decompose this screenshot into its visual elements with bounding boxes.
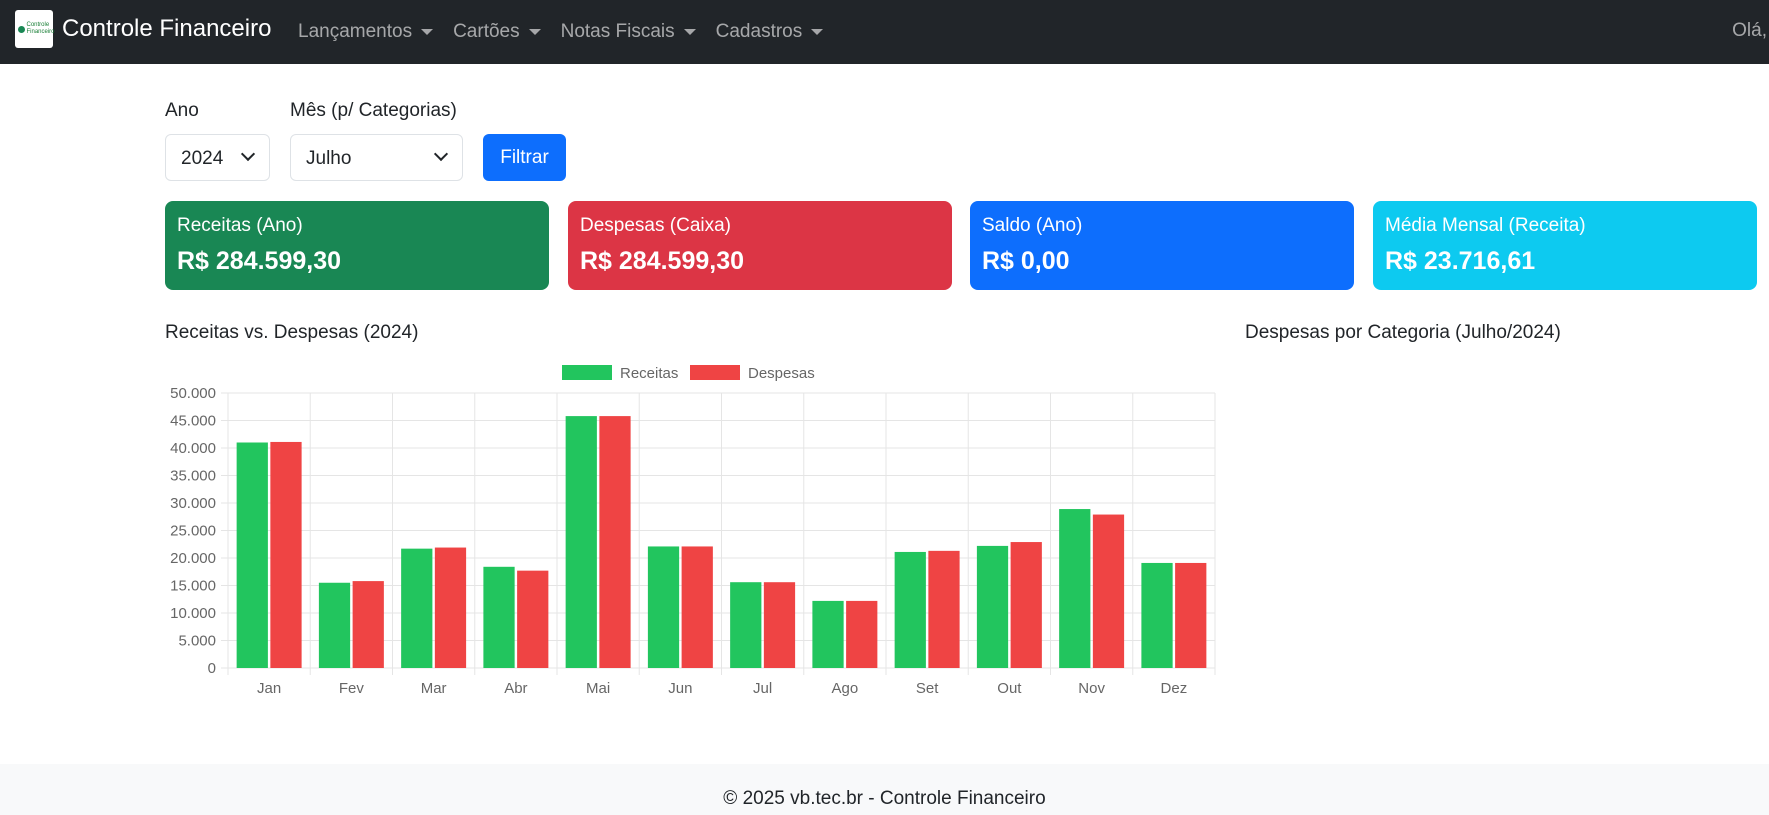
bar-despesas-fev	[352, 581, 384, 668]
x-tick-label: Dez	[1161, 680, 1188, 697]
nav-item-notas-fiscais[interactable]: Notas Fiscais	[561, 21, 696, 43]
x-tick-label: Abr	[504, 680, 527, 697]
chevron-down-icon	[240, 146, 256, 162]
bar-receitas-mar	[401, 548, 433, 668]
card-receitas-ano: Receitas (Ano) R$ 284.599,30	[165, 201, 549, 290]
logo-text: Controle Financeiro	[26, 22, 55, 35]
bar-despesas-set	[928, 550, 960, 668]
bar-despesas-abr	[517, 570, 549, 668]
year-select[interactable]: 2024	[165, 134, 270, 181]
brand-logo[interactable]: Controle Financeiro	[15, 10, 55, 48]
legend-label-receitas: Receitas	[620, 365, 678, 382]
month-select-value: Julho	[306, 148, 352, 169]
year-label: Ano	[165, 100, 199, 121]
y-tick-label: 20.000	[170, 550, 216, 567]
card-value: R$ 284.599,30	[177, 247, 342, 275]
category-chart-title: Despesas por Categoria (Julho/2024)	[1245, 322, 1561, 343]
x-tick-label: Mar	[421, 680, 447, 697]
x-tick-label: Jun	[668, 680, 692, 697]
bar-chart: 0 5.000 10.000 15.000 20.000 25.000 30.000 35.0…	[170, 365, 1216, 697]
nav-item-cartoes[interactable]: Cartões	[453, 21, 541, 43]
month-label: Mês (p/ Categorias)	[290, 100, 457, 121]
card-label: Saldo (Ano)	[982, 215, 1083, 236]
x-tick-label: Nov	[1078, 680, 1105, 697]
x-tick-label: Jan	[257, 680, 281, 697]
y-tick-label: 10.000	[170, 605, 216, 622]
card-media-mensal: Média Mensal (Receita) R$ 23.716,61	[1373, 201, 1757, 290]
caret-down-icon	[683, 29, 696, 35]
card-saldo-ano: Saldo (Ano) R$ 0,00	[970, 201, 1354, 290]
bar-receitas-out	[976, 545, 1009, 668]
legend-swatch-receitas	[562, 365, 612, 380]
nav-item-label: Notas Fiscais	[560, 21, 675, 42]
footer: © 2025 vb.tec.br - Controle Financeiro	[0, 764, 1769, 815]
nav-item-label: Cartões	[453, 21, 520, 42]
bar-despesas-jul	[763, 582, 796, 668]
logo-mark-icon	[17, 25, 25, 33]
caret-down-icon	[528, 29, 541, 35]
bar-despesas-jun	[681, 546, 713, 668]
card-value: R$ 0,00	[982, 247, 1070, 275]
bar-despesas-mai	[599, 416, 631, 668]
y-tick-label: 30.000	[170, 495, 216, 512]
card-label: Média Mensal (Receita)	[1385, 215, 1586, 236]
legend-swatch-despesas	[690, 365, 740, 380]
bar-receitas-dez	[1141, 562, 1173, 668]
nav-item-label: Lançamentos	[298, 21, 413, 42]
user-greeting[interactable]: Olá,	[1732, 20, 1767, 41]
card-label: Receitas (Ano)	[177, 215, 303, 236]
month-select[interactable]: Julho	[290, 134, 463, 181]
bar-despesas-jan	[270, 441, 302, 668]
x-tick-label: Out	[997, 680, 1022, 697]
bar-receitas-set	[894, 551, 926, 668]
bar-despesas-out	[1010, 542, 1042, 668]
card-value: R$ 284.599,30	[580, 247, 745, 275]
x-tick-label: Fev	[339, 680, 365, 697]
bar-receitas-fev	[318, 582, 351, 668]
x-tick-label: Mai	[586, 680, 610, 697]
nav-menu: Lançamentos Cartões Notas Fiscais Cadast…	[298, 0, 843, 64]
y-tick-label: 45.000	[170, 413, 216, 430]
y-tick-label: 50.000	[170, 385, 216, 402]
chevron-down-icon	[433, 146, 449, 162]
x-tick-label: Set	[916, 680, 939, 697]
nav-item-label: Cadastros	[715, 21, 803, 42]
y-tick-label: 15.000	[170, 578, 216, 595]
y-tick-label: 5.000	[178, 633, 216, 650]
navbar: Controle Financeiro Controle Financeiro …	[0, 0, 1769, 64]
bar-receitas-jun	[647, 546, 680, 668]
card-value: R$ 23.716,61	[1385, 247, 1536, 275]
bar-receitas-nov	[1059, 509, 1091, 668]
bar-receitas-mai	[565, 416, 597, 668]
y-tick-label: 35.000	[170, 468, 216, 485]
filter-button[interactable]: Filtrar	[483, 134, 566, 181]
caret-down-icon	[811, 29, 824, 35]
card-label: Despesas (Caixa)	[580, 215, 731, 236]
x-tick-label: Jul	[753, 680, 772, 697]
bar-receitas-jul	[730, 582, 762, 668]
footer-text: © 2025 vb.tec.br - Controle Financeiro	[723, 788, 1046, 809]
bar-despesas-mar	[434, 547, 467, 668]
caret-down-icon	[421, 29, 434, 35]
bar-receitas-ago	[812, 600, 844, 668]
bar-receitas-abr	[483, 566, 515, 668]
y-tick-label: 40.000	[170, 440, 216, 457]
card-despesas-caixa: Despesas (Caixa) R$ 284.599,30	[568, 201, 952, 290]
x-tick-label: Ago	[832, 680, 859, 697]
brand-title[interactable]: Controle Financeiro	[62, 15, 272, 42]
bar-chart-title: Receitas vs. Despesas (2024)	[165, 322, 419, 343]
bar-despesas-nov	[1092, 514, 1125, 668]
bar-receitas-jan	[236, 442, 268, 668]
legend-label-despesas: Despesas	[748, 365, 815, 382]
bar-despesas-dez	[1175, 562, 1207, 668]
bar-despesas-ago	[846, 600, 878, 668]
y-tick-label: 25.000	[170, 523, 216, 540]
y-tick-label: 0	[208, 660, 216, 677]
nav-item-cadastros[interactable]: Cadastros	[716, 21, 824, 43]
nav-item-lancamentos[interactable]: Lançamentos	[298, 21, 434, 43]
year-select-value: 2024	[181, 148, 224, 169]
